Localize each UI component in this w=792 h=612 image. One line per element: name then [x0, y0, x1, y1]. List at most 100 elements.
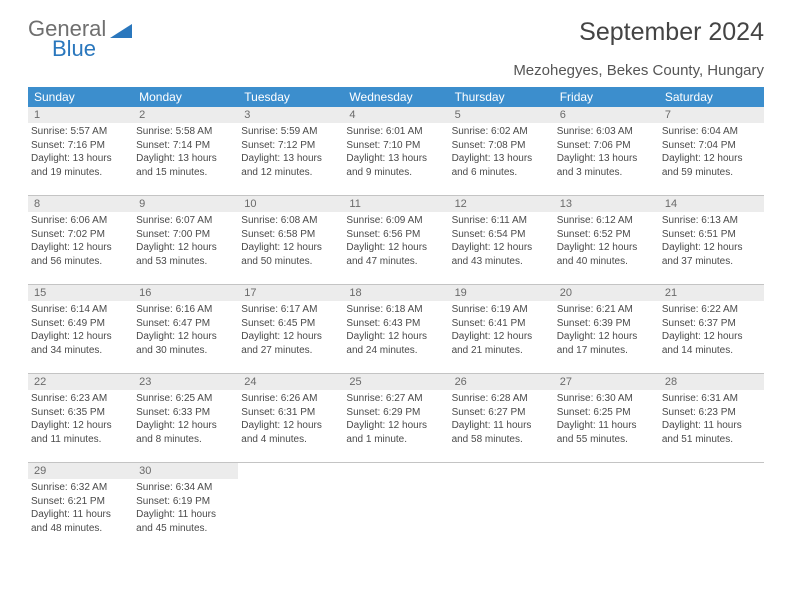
- weeks-container: 1Sunrise: 5:57 AMSunset: 7:16 PMDaylight…: [28, 107, 764, 551]
- day-cell: 29Sunrise: 6:32 AMSunset: 6:21 PMDayligh…: [28, 463, 133, 551]
- week-row: 1Sunrise: 5:57 AMSunset: 7:16 PMDaylight…: [28, 107, 764, 196]
- day-body: Sunrise: 5:59 AMSunset: 7:12 PMDaylight:…: [238, 123, 343, 183]
- day-cell: 8Sunrise: 6:06 AMSunset: 7:02 PMDaylight…: [28, 196, 133, 284]
- day-sr: Sunrise: 6:13 AM: [662, 214, 758, 228]
- day-d2: and 12 minutes.: [241, 166, 337, 180]
- day-cell: 2Sunrise: 5:58 AMSunset: 7:14 PMDaylight…: [133, 107, 238, 195]
- day-sr: Sunrise: 6:27 AM: [346, 392, 442, 406]
- day-body: Sunrise: 6:07 AMSunset: 7:00 PMDaylight:…: [133, 212, 238, 272]
- logo-triangle-icon: [110, 22, 132, 43]
- day-d2: and 50 minutes.: [241, 255, 337, 269]
- day-d2: and 19 minutes.: [31, 166, 127, 180]
- day-d2: and 59 minutes.: [662, 166, 758, 180]
- day-body: Sunrise: 6:17 AMSunset: 6:45 PMDaylight:…: [238, 301, 343, 361]
- day-body: Sunrise: 6:19 AMSunset: 6:41 PMDaylight:…: [449, 301, 554, 361]
- day-sr: Sunrise: 6:04 AM: [662, 125, 758, 139]
- dow-cell: Tuesday: [238, 87, 343, 107]
- day-ss: Sunset: 6:27 PM: [452, 406, 548, 420]
- day-d1: Daylight: 12 hours: [241, 419, 337, 433]
- day-d1: Daylight: 12 hours: [241, 330, 337, 344]
- day-body: Sunrise: 6:34 AMSunset: 6:19 PMDaylight:…: [133, 479, 238, 539]
- day-body: Sunrise: 6:31 AMSunset: 6:23 PMDaylight:…: [659, 390, 764, 450]
- day-d1: Daylight: 12 hours: [346, 419, 442, 433]
- day-d1: Daylight: 12 hours: [241, 241, 337, 255]
- day-d1: Daylight: 12 hours: [346, 241, 442, 255]
- location-text: Mezohegyes, Bekes County, Hungary: [28, 62, 764, 79]
- day-ss: Sunset: 7:16 PM: [31, 139, 127, 153]
- day-number: 5: [449, 107, 554, 123]
- day-cell: 13Sunrise: 6:12 AMSunset: 6:52 PMDayligh…: [554, 196, 659, 284]
- day-body: Sunrise: 6:06 AMSunset: 7:02 PMDaylight:…: [28, 212, 133, 272]
- day-d2: and 55 minutes.: [557, 433, 653, 447]
- day-number: 15: [28, 285, 133, 301]
- day-ss: Sunset: 6:19 PM: [136, 495, 232, 509]
- day-sr: Sunrise: 6:03 AM: [557, 125, 653, 139]
- day-d2: and 9 minutes.: [346, 166, 442, 180]
- day-body: Sunrise: 6:30 AMSunset: 6:25 PMDaylight:…: [554, 390, 659, 450]
- day-body: Sunrise: 6:22 AMSunset: 6:37 PMDaylight:…: [659, 301, 764, 361]
- day-ss: Sunset: 6:45 PM: [241, 317, 337, 331]
- day-sr: Sunrise: 6:30 AM: [557, 392, 653, 406]
- day-sr: Sunrise: 6:34 AM: [136, 481, 232, 495]
- day-ss: Sunset: 7:06 PM: [557, 139, 653, 153]
- day-cell: 3Sunrise: 5:59 AMSunset: 7:12 PMDaylight…: [238, 107, 343, 195]
- day-of-week-header: SundayMondayTuesdayWednesdayThursdayFrid…: [28, 87, 764, 107]
- day-body: Sunrise: 6:28 AMSunset: 6:27 PMDaylight:…: [449, 390, 554, 450]
- day-cell: 24 Sunrise: 6:26 AMSunset: 6:31 PMDayligh…: [238, 374, 343, 462]
- day-cell: 11Sunrise: 6:09 AMSunset: 6:56 PMDayligh…: [343, 196, 448, 284]
- day-number: 10: [238, 196, 343, 212]
- day-number: 27: [554, 374, 659, 390]
- day-sr: Sunrise: 6:17 AM: [241, 303, 337, 317]
- day-d2: and 4 minutes.: [241, 433, 337, 447]
- day-d2: and 40 minutes.: [557, 255, 653, 269]
- day-body: Sunrise: 6:25 AMSunset: 6:33 PMDaylight:…: [133, 390, 238, 450]
- day-d1: Daylight: 11 hours: [557, 419, 653, 433]
- day-body: Sunrise: 6:27 AMSunset: 6:29 PMDaylight:…: [343, 390, 448, 450]
- day-number: 19: [449, 285, 554, 301]
- day-sr: Sunrise: 6:06 AM: [31, 214, 127, 228]
- day-ss: Sunset: 6:49 PM: [31, 317, 127, 331]
- day-ss: Sunset: 6:35 PM: [31, 406, 127, 420]
- day-d1: Daylight: 11 hours: [662, 419, 758, 433]
- day-sr: Sunrise: 6:28 AM: [452, 392, 548, 406]
- day-sr: Sunrise: 6:32 AM: [31, 481, 127, 495]
- dow-cell: Friday: [554, 87, 659, 107]
- day-d1: Daylight: 11 hours: [31, 508, 127, 522]
- day-d2: and 27 minutes.: [241, 344, 337, 358]
- day-cell: 21Sunrise: 6:22 AMSunset: 6:37 PMDayligh…: [659, 285, 764, 373]
- day-body: Sunrise: 6:32 AMSunset: 6:21 PMDaylight:…: [28, 479, 133, 539]
- day-number: 21: [659, 285, 764, 301]
- day-sr: Sunrise: 6:31 AM: [662, 392, 758, 406]
- day-sr: Sunrise: 6:26 AM: [241, 392, 337, 406]
- day-sr: Sunrise: 6:11 AM: [452, 214, 548, 228]
- day-body: Sunrise: 5:58 AMSunset: 7:14 PMDaylight:…: [133, 123, 238, 183]
- day-ss: Sunset: 6:43 PM: [346, 317, 442, 331]
- day-body: Sunrise: 6:21 AMSunset: 6:39 PMDaylight:…: [554, 301, 659, 361]
- day-body: Sunrise: 6:08 AMSunset: 6:58 PMDaylight:…: [238, 212, 343, 272]
- day-ss: Sunset: 6:54 PM: [452, 228, 548, 242]
- day-ss: Sunset: 6:23 PM: [662, 406, 758, 420]
- day-cell: [238, 463, 343, 551]
- day-number: 14: [659, 196, 764, 212]
- day-ss: Sunset: 7:04 PM: [662, 139, 758, 153]
- day-d2: and 47 minutes.: [346, 255, 442, 269]
- day-d2: and 1 minute.: [346, 433, 442, 447]
- day-ss: Sunset: 7:12 PM: [241, 139, 337, 153]
- day-cell: 28Sunrise: 6:31 AMSunset: 6:23 PMDayligh…: [659, 374, 764, 462]
- day-d1: Daylight: 13 hours: [346, 152, 442, 166]
- day-number: 17: [238, 285, 343, 301]
- day-d2: and 58 minutes.: [452, 433, 548, 447]
- day-d2: and 34 minutes.: [31, 344, 127, 358]
- day-ss: Sunset: 6:25 PM: [557, 406, 653, 420]
- day-body: Sunrise: 6:23 AMSunset: 6:35 PMDaylight:…: [28, 390, 133, 450]
- day-number: 8: [28, 196, 133, 212]
- day-d1: Daylight: 13 hours: [31, 152, 127, 166]
- day-number: 24: [238, 374, 343, 390]
- day-d2: and 3 minutes.: [557, 166, 653, 180]
- day-ss: Sunset: 6:31 PM: [241, 406, 337, 420]
- day-sr: Sunrise: 6:19 AM: [452, 303, 548, 317]
- day-cell: 7Sunrise: 6:04 AMSunset: 7:04 PMDaylight…: [659, 107, 764, 195]
- day-sr: Sunrise: 5:57 AM: [31, 125, 127, 139]
- day-number: 12: [449, 196, 554, 212]
- calendar: SundayMondayTuesdayWednesdayThursdayFrid…: [28, 87, 764, 551]
